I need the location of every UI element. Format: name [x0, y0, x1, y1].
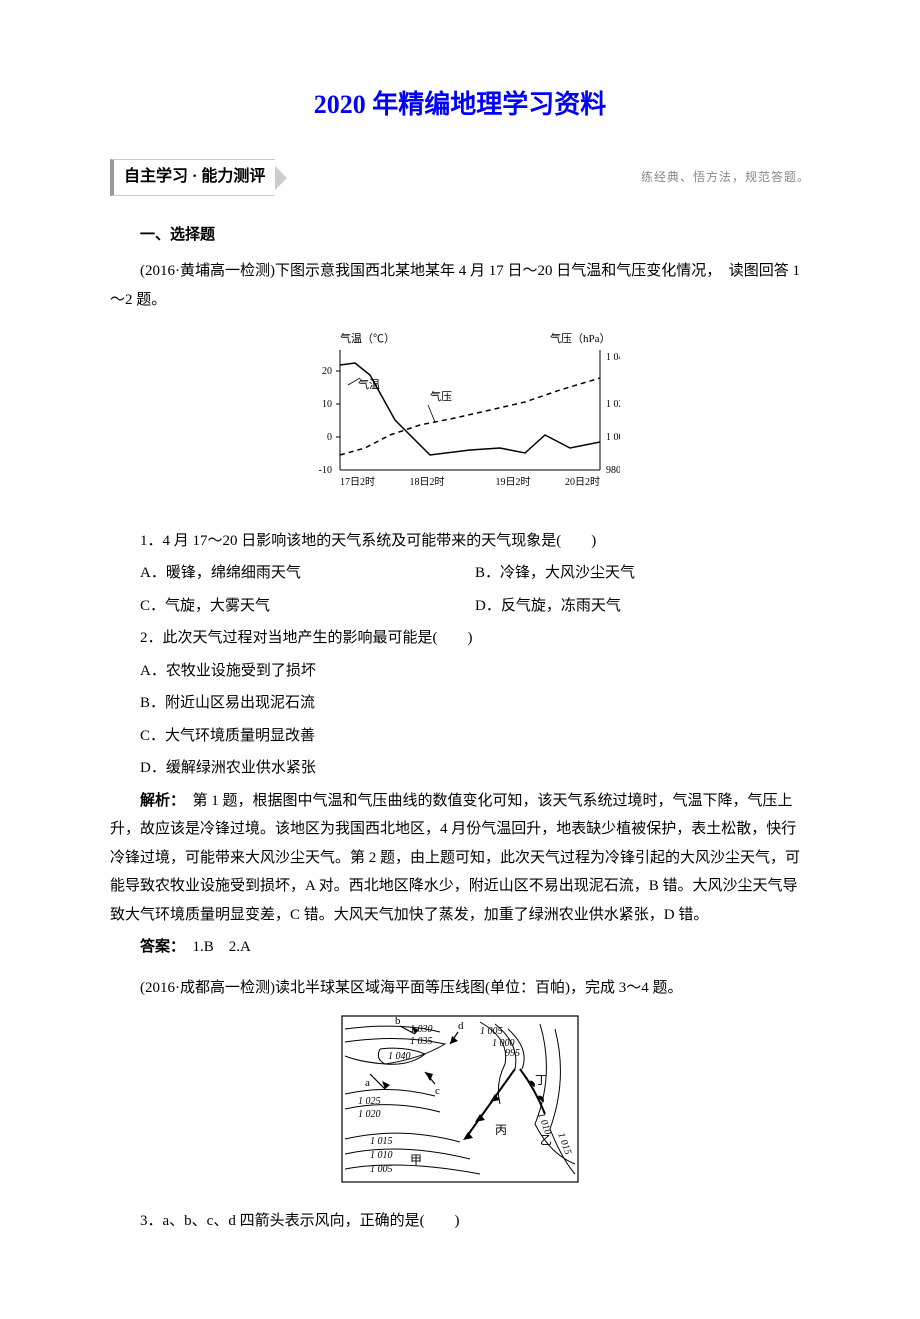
q1-options-row-1: A．暖锋，绵绵细雨天气 B．冷锋，大风沙尘天气 — [110, 559, 810, 588]
y1-tick-1: 0 — [327, 432, 332, 443]
y1-tick-3: 20 — [322, 366, 332, 377]
question-2: 2．此次天气过程对当地产生的影响最可能是( ) — [110, 624, 810, 653]
map-label-1005a: 1 005 — [370, 1164, 393, 1175]
map-point-d: d — [458, 1020, 464, 1032]
question-1: 1．4 月 17～20 日影响该地的天气系统及可能带来的天气现象是( ) — [110, 527, 810, 556]
q1-option-d: D．反气旋，冻雨天气 — [475, 592, 810, 621]
q2-option-d: D．缓解绿洲农业供水紧张 — [110, 754, 810, 783]
section-heading-arrow — [275, 166, 287, 190]
y2-tick-3: 1 040 — [606, 352, 620, 363]
map-point-ding: 丁 — [535, 1073, 547, 1087]
y1-tick-0: -10 — [319, 465, 332, 476]
map-point-yi: 乙 — [540, 1133, 552, 1147]
temperature-pressure-chart: 气温（℃） 气压（hPa） -10 0 10 20 980 1 000 1 02… — [300, 330, 620, 500]
intro-text-1: (2016·黄埔高一检测)下图示意我国西北某地某年 4 月 17 日～20 日气… — [110, 257, 810, 314]
section-heading: 自主学习 · 能力测评 — [110, 159, 275, 195]
map-point-bing: 丙 — [495, 1123, 507, 1137]
map-point-jia: 甲 — [410, 1153, 422, 1167]
map-label-1015: 1 015 — [370, 1136, 393, 1147]
q1-option-b: B．冷锋，大风沙尘天气 — [475, 559, 810, 588]
temperature-line — [340, 363, 600, 455]
page-title: 2020 年精编地理学习资料 — [110, 80, 810, 129]
chart-1-container: 气温（℃） 气压（hPa） -10 0 10 20 980 1 000 1 02… — [110, 330, 810, 511]
x-tick-1: 18日2时 — [410, 476, 445, 488]
x-tick-0: 17日2时 — [340, 476, 375, 488]
question-3: 3．a、b、c、d 四箭头表示风向，正确的是( ) — [110, 1207, 810, 1236]
section-heading-subtitle: 练经典、悟方法，规范答题。 — [641, 166, 810, 189]
explain-label: 解析： — [140, 793, 178, 809]
pres-series-label: 气压 — [430, 389, 452, 403]
map-label-1040: 1 040 — [388, 1051, 411, 1062]
q1-options-row-2: C．气旋，大雾天气 D．反气旋，冻雨天气 — [110, 592, 810, 621]
q2-option-b: B．附近山区易出现泥石流 — [110, 689, 810, 718]
isobar-map-container: 1 030 1 035 1 040 1 025 1 020 1 015 1 01… — [110, 1014, 810, 1195]
map-label-1030: 1 030 — [410, 1024, 433, 1035]
q2-option-c: C．大气环境质量明显改善 — [110, 722, 810, 751]
explanation-1: 解析： 第 1 题，根据图中气温和气压曲线的数值变化可知，该天气系统过境时，气温… — [110, 787, 810, 930]
y2-tick-2: 1 020 — [606, 399, 620, 410]
q1-option-a: A．暖锋，绵绵细雨天气 — [140, 559, 475, 588]
map-label-1025: 1 025 — [358, 1096, 381, 1107]
q1-option-c: C．气旋，大雾天气 — [140, 592, 475, 621]
section-heading-bar: 自主学习 · 能力测评 练经典、悟方法，规范答题。 — [110, 159, 810, 195]
map-label-1035: 1 035 — [410, 1036, 433, 1047]
map-label-1010: 1 010 — [370, 1150, 393, 1161]
answer-label: 答案： — [140, 939, 178, 955]
map-label-1020: 1 020 — [358, 1109, 381, 1120]
q2-option-a: A．农牧业设施受到了损坏 — [110, 657, 810, 686]
map-label-995: 995 — [505, 1048, 520, 1059]
answer-text-1: 1.B 2.A — [178, 939, 251, 955]
x-tick-2: 19日2时 — [496, 476, 531, 488]
temp-series-label: 气温 — [358, 377, 380, 391]
isobar-map: 1 030 1 035 1 040 1 025 1 020 1 015 1 01… — [340, 1014, 580, 1184]
map-point-a: a — [365, 1077, 370, 1089]
map-label-1005b: 1 005 — [480, 1026, 503, 1037]
intro-text-2: (2016·成都高一检测)读北半球某区域海平面等压线图(单位：百帕)，完成 3～… — [110, 974, 810, 1003]
map-point-c: c — [435, 1085, 440, 1097]
x-tick-3: 20日2时 — [565, 476, 600, 488]
explain-text-1: 第 1 题，根据图中气温和气压曲线的数值变化可知，该天气系统过境时，气温下降，气… — [110, 793, 800, 923]
y1-tick-2: 10 — [322, 399, 332, 410]
answer-1: 答案： 1.B 2.A — [110, 933, 810, 962]
subsection-heading: 一、选择题 — [110, 221, 810, 250]
y2-tick-0: 980 — [606, 465, 620, 476]
y2-axis-label: 气压（hPa） — [550, 331, 611, 345]
y2-tick-1: 1 000 — [606, 432, 620, 443]
map-point-b: b — [395, 1015, 401, 1027]
y1-axis-label: 气温（℃） — [340, 331, 395, 345]
